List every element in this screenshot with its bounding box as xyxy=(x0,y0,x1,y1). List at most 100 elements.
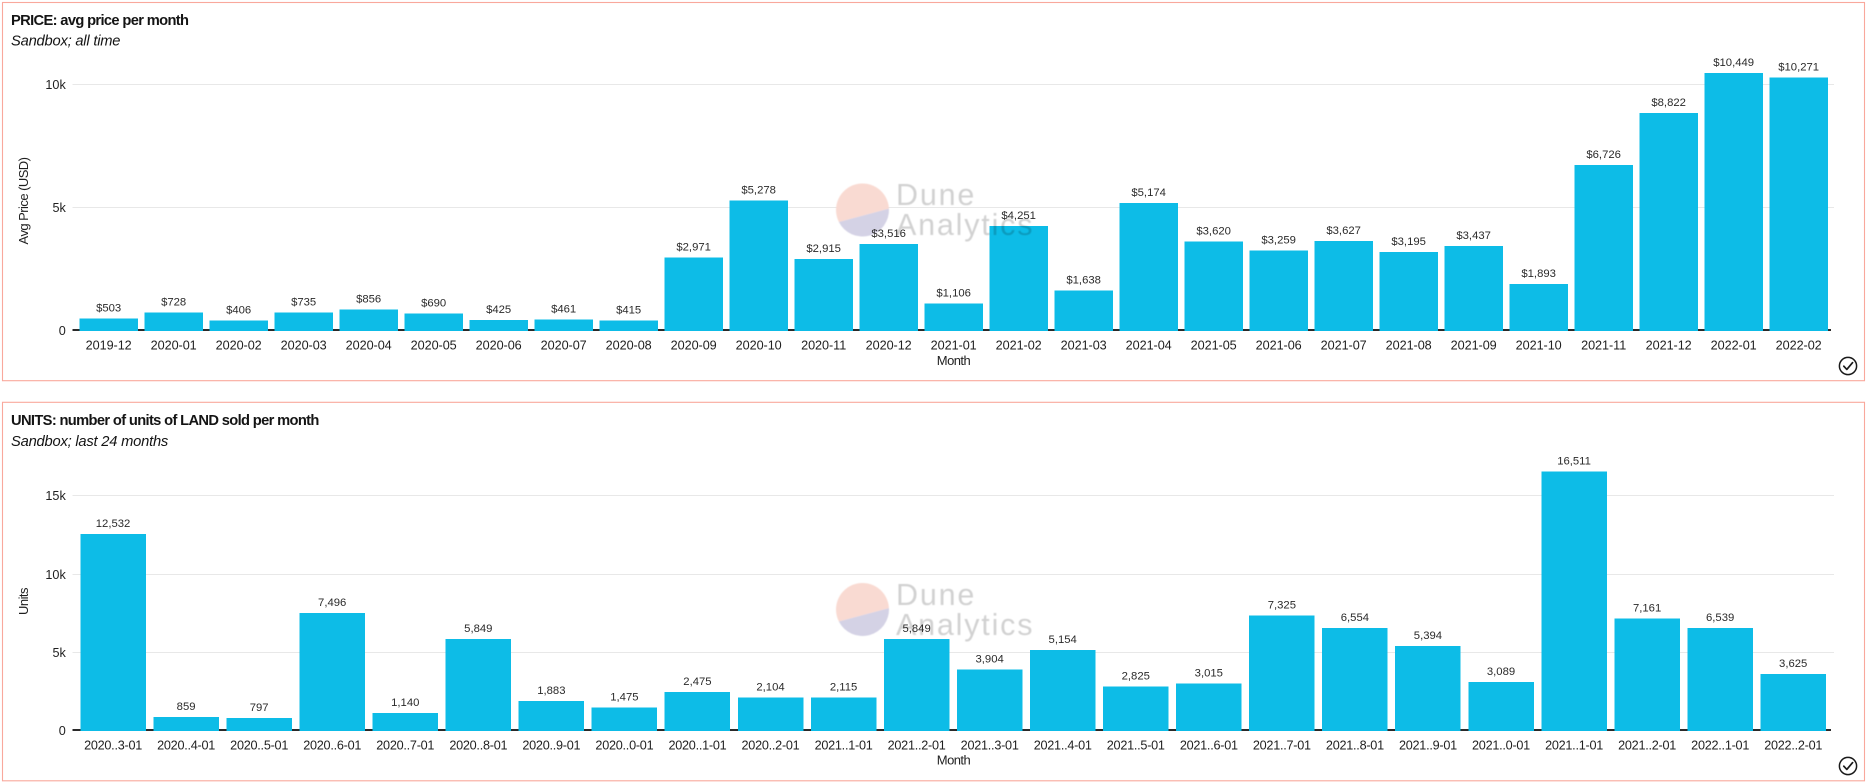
svg-text:2020..6-01: 2020..6-01 xyxy=(303,739,361,753)
svg-text:Sandbox; all time: Sandbox; all time xyxy=(11,34,120,50)
svg-text:2021..0-01: 2021..0-01 xyxy=(1472,739,1530,753)
svg-text:Sandbox; last 24 months: Sandbox; last 24 months xyxy=(11,434,169,450)
svg-text:$728: $728 xyxy=(161,297,186,309)
svg-text:2021..6-01: 2021..6-01 xyxy=(1180,739,1238,753)
svg-text:2020..8-01: 2020..8-01 xyxy=(449,739,507,753)
svg-text:$1,106: $1,106 xyxy=(936,287,971,299)
svg-text:2020-06: 2020-06 xyxy=(476,339,522,353)
svg-text:Units: Units xyxy=(16,587,31,615)
svg-text:2,825: 2,825 xyxy=(1122,670,1150,682)
svg-text:$3,259: $3,259 xyxy=(1261,234,1296,246)
svg-text:5k: 5k xyxy=(52,201,66,215)
svg-text:Analytics: Analytics xyxy=(896,208,1034,242)
svg-text:2020-09: 2020-09 xyxy=(671,339,717,353)
svg-text:3,089: 3,089 xyxy=(1487,666,1515,678)
svg-text:$1,893: $1,893 xyxy=(1521,268,1556,280)
svg-text:3,625: 3,625 xyxy=(1779,658,1807,670)
svg-text:2020..9-01: 2020..9-01 xyxy=(522,739,580,753)
svg-text:1,140: 1,140 xyxy=(391,697,419,709)
svg-text:2020..5-01: 2020..5-01 xyxy=(230,739,288,753)
svg-text:12,532: 12,532 xyxy=(96,518,131,530)
svg-text:2021-04: 2021-04 xyxy=(1126,339,1172,353)
svg-text:2020-11: 2020-11 xyxy=(801,339,846,353)
svg-text:797: 797 xyxy=(250,702,269,714)
svg-text:5,849: 5,849 xyxy=(902,623,930,635)
svg-text:5k: 5k xyxy=(52,646,66,660)
svg-text:2020-12: 2020-12 xyxy=(866,339,912,353)
svg-text:2020-10: 2020-10 xyxy=(736,339,782,353)
svg-text:7,496: 7,496 xyxy=(318,597,346,609)
svg-text:2021..7-01: 2021..7-01 xyxy=(1253,739,1311,753)
svg-text:$5,278: $5,278 xyxy=(741,184,776,196)
svg-text:$4,251: $4,251 xyxy=(1001,210,1036,222)
svg-text:3,904: 3,904 xyxy=(976,653,1004,665)
svg-text:2020-04: 2020-04 xyxy=(346,339,392,353)
svg-text:10k: 10k xyxy=(45,78,66,92)
svg-text:$406: $406 xyxy=(226,305,251,317)
svg-text:2020-07: 2020-07 xyxy=(541,339,587,353)
svg-text:$10,449: $10,449 xyxy=(1713,57,1754,69)
svg-text:2021..2-01: 2021..2-01 xyxy=(888,739,946,753)
svg-text:2,475: 2,475 xyxy=(683,676,711,688)
svg-text:2021-12: 2021-12 xyxy=(1646,339,1692,353)
svg-text:2021-01: 2021-01 xyxy=(931,339,977,353)
svg-text:2020..1-01: 2020..1-01 xyxy=(668,739,726,753)
svg-text:2021-05: 2021-05 xyxy=(1191,339,1237,353)
svg-text:$3,620: $3,620 xyxy=(1196,225,1231,237)
svg-text:$3,195: $3,195 xyxy=(1391,236,1426,248)
svg-text:$503: $503 xyxy=(96,302,121,314)
svg-text:$3,516: $3,516 xyxy=(871,228,906,240)
svg-text:$8,822: $8,822 xyxy=(1651,97,1686,109)
svg-text:2022..1-01: 2022..1-01 xyxy=(1691,739,1749,753)
svg-text:859: 859 xyxy=(177,701,196,713)
svg-text:2022-01: 2022-01 xyxy=(1711,339,1757,353)
svg-text:2,104: 2,104 xyxy=(756,682,784,694)
svg-text:2022-02: 2022-02 xyxy=(1776,339,1822,353)
svg-text:$1,638: $1,638 xyxy=(1066,274,1101,286)
svg-text:2021-08: 2021-08 xyxy=(1386,339,1432,353)
svg-text:7,325: 7,325 xyxy=(1268,600,1296,612)
svg-text:$2,915: $2,915 xyxy=(806,243,841,255)
svg-text:Month: Month xyxy=(937,353,971,368)
svg-text:2021-02: 2021-02 xyxy=(996,339,1042,353)
svg-text:15k: 15k xyxy=(45,489,66,503)
svg-text:2021..9-01: 2021..9-01 xyxy=(1399,739,1457,753)
svg-text:2021..1-01: 2021..1-01 xyxy=(815,739,873,753)
svg-text:2021..8-01: 2021..8-01 xyxy=(1326,739,1384,753)
svg-text:$10,271: $10,271 xyxy=(1778,61,1819,73)
svg-text:5,394: 5,394 xyxy=(1414,630,1442,642)
svg-text:2020..4-01: 2020..4-01 xyxy=(157,739,215,753)
svg-text:2021..2-01: 2021..2-01 xyxy=(1618,739,1676,753)
svg-text:$415: $415 xyxy=(616,304,641,316)
svg-text:2020-03: 2020-03 xyxy=(281,339,327,353)
svg-text:$461: $461 xyxy=(551,303,576,315)
svg-text:$6,726: $6,726 xyxy=(1586,149,1621,161)
svg-text:$735: $735 xyxy=(291,297,316,309)
svg-text:Dune: Dune xyxy=(896,578,976,612)
svg-text:2021-09: 2021-09 xyxy=(1451,339,1497,353)
svg-text:6,554: 6,554 xyxy=(1341,612,1369,624)
svg-text:Month: Month xyxy=(937,753,971,768)
svg-text:2,115: 2,115 xyxy=(830,681,857,693)
svg-text:2022..2-01: 2022..2-01 xyxy=(1764,739,1822,753)
svg-text:$690: $690 xyxy=(421,298,446,310)
svg-text:2020-01: 2020-01 xyxy=(151,339,197,353)
svg-text:1,883: 1,883 xyxy=(537,685,565,697)
svg-text:2021..4-01: 2021..4-01 xyxy=(1034,739,1092,753)
svg-text:$3,437: $3,437 xyxy=(1456,230,1491,242)
svg-text:1,475: 1,475 xyxy=(610,692,638,704)
svg-text:2021-03: 2021-03 xyxy=(1061,339,1107,353)
svg-text:PRICE: avg price per month: PRICE: avg price per month xyxy=(11,13,189,29)
svg-text:0: 0 xyxy=(59,324,66,338)
svg-text:2020-05: 2020-05 xyxy=(411,339,457,353)
svg-text:2021..3-01: 2021..3-01 xyxy=(961,739,1019,753)
svg-text:2021-11: 2021-11 xyxy=(1581,339,1626,353)
svg-text:2019-12: 2019-12 xyxy=(86,339,132,353)
svg-text:2020-08: 2020-08 xyxy=(606,339,652,353)
svg-text:2021-07: 2021-07 xyxy=(1321,339,1367,353)
svg-text:2021-10: 2021-10 xyxy=(1516,339,1562,353)
svg-text:5,849: 5,849 xyxy=(464,623,492,635)
svg-text:2020-02: 2020-02 xyxy=(216,339,262,353)
svg-text:Dune: Dune xyxy=(896,178,976,212)
svg-text:16,511: 16,511 xyxy=(1557,455,1591,467)
